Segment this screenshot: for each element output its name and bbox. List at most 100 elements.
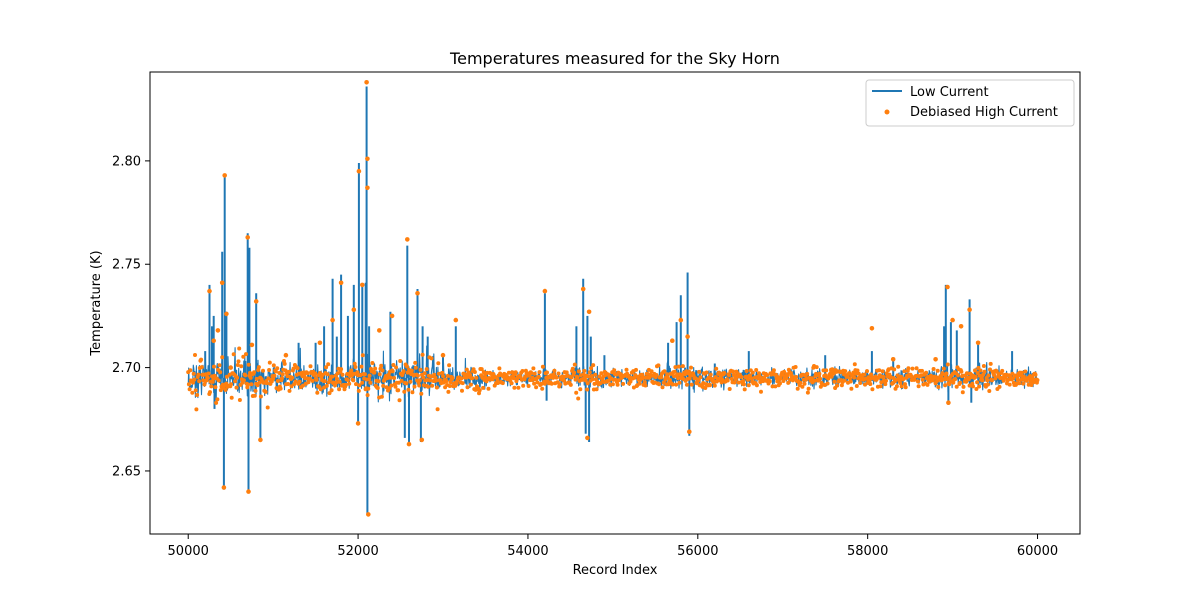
high-current-point <box>532 381 537 386</box>
high-current-point <box>540 364 545 369</box>
high-current-point <box>436 361 441 366</box>
high-current-point <box>862 372 867 377</box>
high-current-point <box>365 393 370 398</box>
high-current-outlier-point <box>933 357 938 362</box>
high-current-point <box>447 384 452 388</box>
high-current-point <box>287 388 292 393</box>
high-current-outlier-point <box>869 326 875 331</box>
high-current-outlier-point <box>222 173 227 178</box>
high-current-point <box>381 383 386 388</box>
high-current-point <box>261 368 265 373</box>
high-current-point <box>670 382 675 387</box>
high-current-point <box>770 384 775 389</box>
high-current-point <box>924 370 929 375</box>
high-current-point <box>322 379 327 384</box>
high-current-point <box>971 384 975 389</box>
high-current-point <box>387 386 392 391</box>
y-axis-label: Temperature (K) <box>89 250 104 356</box>
high-current-point <box>379 363 384 368</box>
high-current-point <box>842 378 847 383</box>
high-current-point <box>953 377 958 381</box>
high-current-point <box>941 372 946 377</box>
high-current-outlier-point <box>453 317 459 323</box>
high-current-point <box>241 354 246 359</box>
high-current-point <box>337 379 342 384</box>
high-current-point <box>436 371 441 376</box>
high-current-point <box>511 376 516 381</box>
high-current-point <box>367 377 371 382</box>
high-current-point <box>564 370 569 375</box>
high-current-point <box>376 379 381 384</box>
high-current-point <box>810 376 814 381</box>
high-current-point <box>265 381 269 386</box>
x-tick-label: 60000 <box>1017 544 1058 559</box>
high-current-point <box>351 378 356 383</box>
high-current-point <box>534 385 539 390</box>
high-current-point <box>398 359 403 363</box>
high-current-point <box>870 387 875 392</box>
high-current-point <box>391 363 396 367</box>
y-tick-label: 2.80 <box>112 154 141 169</box>
high-current-point <box>356 388 361 393</box>
high-current-point <box>193 388 198 393</box>
high-current-point <box>444 379 449 384</box>
high-current-point <box>749 376 754 381</box>
high-current-point <box>426 384 431 389</box>
high-current-point <box>347 381 352 386</box>
high-current-point <box>536 374 541 379</box>
high-current-point <box>256 365 261 370</box>
x-tick-label: 54000 <box>507 544 548 559</box>
x-axis-label: Record Index <box>573 563 658 578</box>
high-current-point <box>649 369 654 374</box>
high-current-point <box>241 378 246 383</box>
x-tick-label: 58000 <box>847 544 888 559</box>
high-current-outlier-point <box>440 352 446 358</box>
high-current-point <box>585 387 590 392</box>
high-current-point <box>981 364 986 368</box>
high-current-point <box>941 366 946 371</box>
high-current-point <box>213 385 218 390</box>
high-current-point <box>282 361 287 366</box>
high-current-point <box>531 366 536 371</box>
high-current-outlier-point <box>406 441 412 447</box>
high-current-point <box>818 376 823 381</box>
high-current-point <box>854 384 859 388</box>
high-current-point <box>660 385 665 390</box>
high-current-point <box>295 366 300 371</box>
high-current-point <box>659 375 664 380</box>
high-current-point <box>935 368 940 373</box>
high-current-point <box>335 376 339 381</box>
high-current-point <box>545 370 549 375</box>
high-current-point <box>275 379 280 383</box>
high-current-point <box>454 381 459 386</box>
high-current-point <box>421 375 426 380</box>
high-current-point <box>615 382 620 387</box>
high-current-point <box>465 385 470 390</box>
high-current-point <box>537 370 542 375</box>
high-current-point <box>529 371 534 375</box>
high-current-point <box>326 380 331 385</box>
high-current-point <box>765 373 770 378</box>
high-current-point <box>576 396 581 401</box>
high-current-point <box>405 364 409 369</box>
high-current-point <box>590 377 595 382</box>
high-current-point <box>211 376 216 381</box>
high-current-point <box>612 368 617 373</box>
high-current-point <box>866 375 871 380</box>
high-current-point <box>308 364 313 369</box>
high-current-point <box>572 370 577 375</box>
high-current-outlier-point <box>356 168 362 174</box>
series-debiased-high-current <box>186 80 1040 517</box>
high-current-point <box>187 387 192 392</box>
high-current-point <box>1000 368 1005 373</box>
high-current-point <box>962 373 967 378</box>
high-current-point <box>413 365 418 370</box>
high-current-point <box>412 384 417 389</box>
high-current-point <box>229 382 233 387</box>
high-current-point <box>199 357 204 362</box>
high-current-point <box>642 380 647 385</box>
legend-label-debiased-high-current: Debiased High Current <box>910 105 1058 120</box>
high-current-point <box>800 384 805 389</box>
